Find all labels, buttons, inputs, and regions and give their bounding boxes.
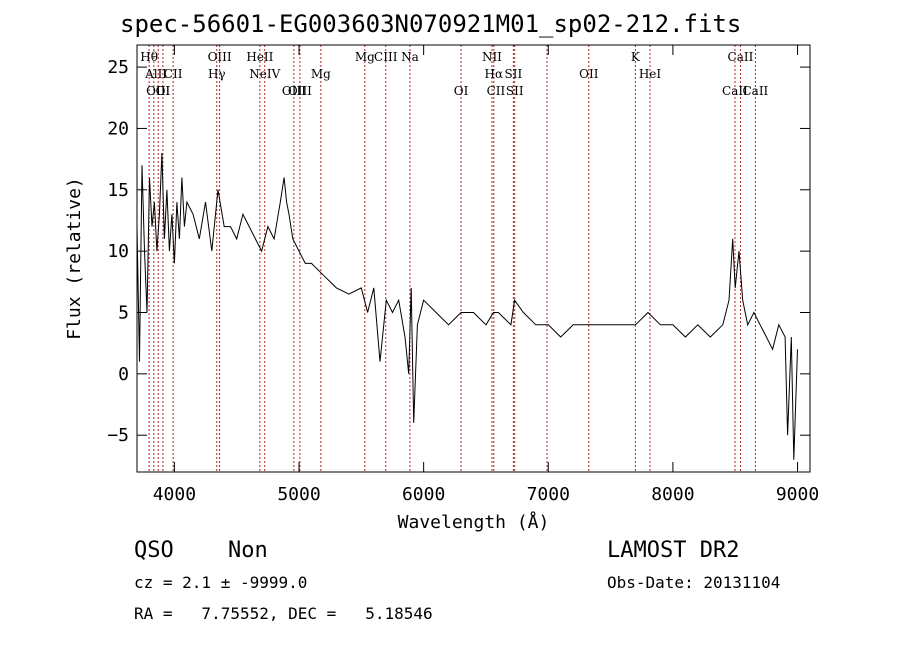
x-tick-label: 9000 — [776, 484, 819, 505]
y-tick-label: 0 — [118, 364, 129, 385]
marker-label: Hγ — [208, 67, 226, 81]
y-axis-label: Flux (relative) — [64, 177, 85, 340]
marker-label: CaII — [722, 84, 748, 98]
x-tick-label: 4000 — [153, 484, 196, 505]
marker-label: OIII — [208, 50, 232, 64]
marker-label: CaII — [728, 50, 754, 64]
axis-ticks: 4000 5000 6000 7000 8000 9000 −5 0 5 10 15 20 25 — [107, 45, 819, 505]
y-tick-label: −5 — [107, 425, 129, 446]
marker-label: CII — [164, 67, 183, 81]
marker-label: CII — [487, 84, 506, 98]
survey-label: LAMOST DR2 — [607, 538, 740, 563]
y-tick-label: 25 — [107, 57, 129, 78]
marker-label: NII — [482, 50, 502, 64]
marker-label: OIII — [146, 84, 170, 98]
marker-label: OII — [579, 67, 599, 81]
marker-label: SII — [505, 67, 523, 81]
x-tick-label: 8000 — [651, 484, 694, 505]
marker-label: SII — [506, 84, 524, 98]
marker-label: K — [631, 50, 641, 64]
chart-title: spec-56601-EG003603N070921M01_sp02-212.f… — [120, 10, 742, 38]
emission-line-markers — [148, 45, 756, 472]
marker-label: Hθ — [140, 50, 158, 64]
class-label: QSO — [134, 538, 174, 563]
marker-label: HeII — [246, 50, 273, 64]
subclass-label: Non — [228, 538, 268, 563]
x-tick-label: 5000 — [277, 484, 320, 505]
y-tick-label: 5 — [118, 302, 129, 323]
marker-label: Na — [401, 50, 419, 64]
marker-label: OI — [156, 84, 171, 98]
marker-label: OI — [454, 84, 469, 98]
series-layer — [136, 152, 798, 460]
emission-line-labels: HθAlIIOIIIOICIIOIIIHγHeIINeIVOIIIOIIIMgM… — [140, 50, 768, 98]
marker-label: CaII — [742, 84, 768, 98]
obs-date: Obs-Date: 20131104 — [607, 573, 781, 592]
marker-label: HeI — [639, 67, 662, 81]
ra-dec-text: RA = 7.75552, DEC = 5.18546 — [134, 604, 433, 623]
marker-label: NeIV — [249, 67, 280, 81]
marker-label: Hα — [485, 67, 504, 81]
marker-label: Mg — [355, 50, 375, 64]
plot-frame — [136, 44, 811, 473]
marker-label: AlII — [144, 67, 167, 81]
redshift-text: cz = 2.1 ± -9999.0 — [134, 573, 308, 592]
x-tick-label: 7000 — [527, 484, 570, 505]
marker-label: Mg — [311, 67, 331, 81]
spectrum-series-line — [136, 152, 798, 460]
x-tick-label: 6000 — [402, 484, 445, 505]
y-tick-label: 10 — [107, 241, 129, 262]
x-axis-label: Wavelength (Å) — [398, 511, 550, 533]
y-tick-label: 15 — [107, 180, 129, 201]
marker-label: CIII — [374, 50, 398, 64]
marker-label: OIII — [288, 84, 312, 98]
y-tick-label: 20 — [107, 118, 129, 139]
marker-label: OIII — [282, 84, 306, 98]
